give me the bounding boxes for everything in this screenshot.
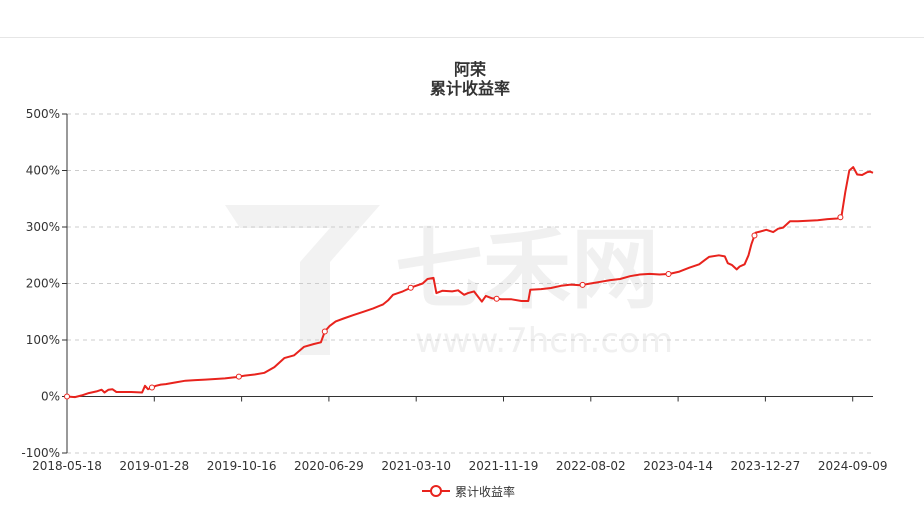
watermark-url: www.7hcn.com — [415, 321, 673, 361]
data-point-marker — [64, 393, 70, 400]
watermark-logo-text: 七禾网 — [395, 218, 659, 321]
legend[interactable]: 累计收益率 — [422, 483, 515, 499]
data-point-marker — [493, 295, 500, 302]
watermark-logo-icon — [225, 205, 380, 262]
series-layer — [64, 166, 874, 400]
y-axis: -100% 0% 100% 200% 300% 400% 500% — [21, 107, 68, 460]
x-tick-label: 2021-11-19 — [469, 459, 539, 473]
x-axis: 2018-05-18 2019-01-28 2019-10-16 2020-06-29… — [32, 396, 888, 473]
watermark-logo-icon-stem — [300, 262, 330, 355]
legend-label: 累计收益率 — [455, 484, 516, 499]
top-divider — [0, 37, 924, 38]
series-line — [66, 166, 874, 399]
x-tick-label: 2019-10-16 — [207, 459, 277, 473]
x-tick-label: 2023-12-27 — [731, 459, 801, 473]
x-tick-label: 2023-04-14 — [643, 459, 713, 473]
chart-title: 阿荣 — [453, 60, 486, 79]
data-point-marker — [751, 232, 758, 239]
data-point-marker — [235, 373, 242, 380]
y-tick-label: 500% — [26, 107, 60, 121]
x-tick-label: 2021-03-10 — [381, 459, 451, 473]
legend-line-marker-icon — [422, 484, 450, 498]
chart-subtitle: 累计收益率 — [429, 79, 510, 98]
data-point-marker — [579, 281, 586, 288]
y-tick-label: 0% — [41, 390, 60, 404]
grid-lines — [67, 113, 873, 454]
y-tick-label: 400% — [26, 164, 60, 178]
data-point-marker — [837, 214, 844, 221]
data-point-marker — [148, 384, 155, 391]
data-point-marker — [321, 328, 328, 335]
x-tick-label: 2024-09-09 — [818, 459, 888, 473]
x-tick-label: 2022-08-02 — [556, 459, 626, 473]
data-point-marker — [665, 270, 672, 277]
data-point-marker — [407, 284, 414, 291]
y-tick-label: -100% — [21, 446, 60, 460]
y-tick-label: 300% — [26, 220, 60, 234]
y-tick-label: 200% — [26, 277, 60, 291]
x-tick-label: 2019-01-28 — [119, 459, 189, 473]
y-tick-label: 100% — [26, 333, 60, 347]
x-tick-label: 2018-05-18 — [32, 459, 102, 473]
x-tick-label: 2020-06-29 — [294, 459, 364, 473]
